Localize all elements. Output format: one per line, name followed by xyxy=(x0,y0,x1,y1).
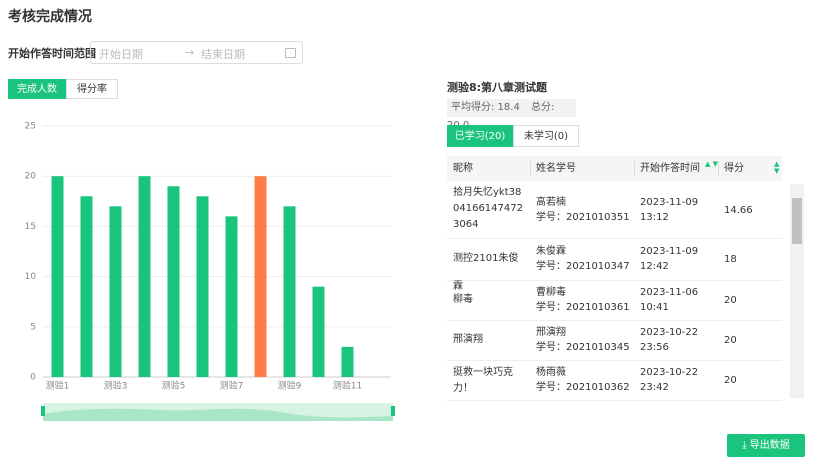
scrollbar[interactable] xyxy=(790,184,804,398)
student-name: 邢演翔 xyxy=(536,327,566,338)
student-id: 学号：2021010351 xyxy=(536,211,630,223)
y-tick-label: 15 xyxy=(25,222,36,232)
sort-icon[interactable]: ▲ ▼ xyxy=(774,160,780,175)
bar xyxy=(167,186,180,377)
bar xyxy=(254,176,267,377)
scroll-thumb[interactable] xyxy=(792,198,802,244)
start-time: 23:42 xyxy=(640,382,669,393)
nickname: 拾月失忆ykt38041661474723064 xyxy=(453,187,523,230)
x-tick-label: 测验7 xyxy=(220,380,244,392)
y-tick-label: 10 xyxy=(25,272,37,282)
y-tick-label: 20 xyxy=(25,172,37,182)
bar xyxy=(283,206,296,377)
bar xyxy=(138,176,151,377)
end-date[interactable]: 结束日期 xyxy=(201,48,245,61)
column-divider xyxy=(634,161,635,176)
score-summary: 平均得分: 18.4 总分: 20.0 xyxy=(447,99,576,131)
start-date: 2023-11-09 xyxy=(640,196,699,208)
export-label[interactable]: 导出数据 xyxy=(749,440,790,451)
table-row: 柳毒 曹柳毒学号：2021010361 2023-11-06 10:41 20 xyxy=(447,280,782,321)
start-date: 2023-11-06 xyxy=(640,287,699,298)
student-name: 朱俊霖 xyxy=(536,246,566,257)
avg-score: 平均得分: 18.4 xyxy=(451,102,520,113)
nickname: 柳毒 xyxy=(453,294,473,305)
date-range[interactable]: 开始日期 → 结束日期 xyxy=(90,41,303,64)
start-date[interactable]: 开始日期 xyxy=(99,48,143,61)
score: 20 xyxy=(724,295,737,306)
column-divider xyxy=(530,161,531,176)
table-row: 挺救一块巧克力！ 杨雨薇学号：2021010362 2023-10-22 23:42 2… xyxy=(447,360,782,401)
student-id: 学号：2021010345 xyxy=(536,342,630,353)
export-button[interactable]: ⤓ 导出数据 xyxy=(727,434,805,457)
student-name: 杨雨薇 xyxy=(536,367,566,378)
score: 14.66 xyxy=(724,204,753,216)
student-name: 高若楠 xyxy=(536,196,566,208)
bar xyxy=(196,196,209,377)
bar xyxy=(109,206,122,377)
nickname: 邢演翔 xyxy=(453,334,483,345)
page-title: 考核完成情况 xyxy=(8,9,92,25)
bar xyxy=(312,286,325,377)
bar xyxy=(51,176,64,377)
chart-tab[interactable]: 得分率 xyxy=(66,79,118,99)
zoom-handle[interactable] xyxy=(391,406,395,416)
bar xyxy=(341,346,354,377)
y-tick-label: 25 xyxy=(25,122,36,132)
x-tick-label: 测验3 xyxy=(104,380,128,392)
x-tick-label: 测验11 xyxy=(333,380,362,392)
nickname: 测控2101朱俊霖 xyxy=(453,253,519,292)
score: 20 xyxy=(724,375,737,386)
table-header: 昵称 姓名学号 开始作答时间 ▲ ▼ 得分 ▲ ▼ xyxy=(447,156,782,181)
filter-label: 开始作答时间范围 xyxy=(8,47,96,60)
student-id: 学号：2021010361 xyxy=(536,302,630,313)
x-tick-label: 测验5 xyxy=(162,380,186,392)
score: 18 xyxy=(724,254,737,265)
table-row: 拾月失忆ykt38041661474723064 高若楠学号：2021010351… xyxy=(447,181,782,239)
bar xyxy=(80,196,93,377)
zoom-preview xyxy=(43,408,393,421)
student-id: 学号：2021010362 xyxy=(536,382,630,393)
column-header[interactable]: 开始作答时间 xyxy=(640,163,700,174)
column-header: 姓名学号 xyxy=(536,163,576,174)
zoom-handle[interactable] xyxy=(41,406,45,416)
column-header[interactable]: 得分 xyxy=(724,163,744,174)
start-time: 13:12 xyxy=(640,211,669,223)
table-row: 测控2101朱俊霖 朱俊霖学号：2021010347 2023-11-09 12:42… xyxy=(447,238,782,292)
start-time: 12:42 xyxy=(640,261,669,272)
x-tick-label: 测验1 xyxy=(46,380,70,392)
chart-tab[interactable]: 完成人数 xyxy=(8,79,66,99)
table-row: 邢演翔 邢演翔 学号：2021010345 2023-10-22 23:56 20 xyxy=(447,320,782,361)
x-tick-label: 测验9 xyxy=(278,380,302,392)
start-date: 2023-11-09 xyxy=(640,246,699,257)
column-header: 昵称 xyxy=(453,163,473,174)
calendar-icon xyxy=(285,48,296,58)
start-date: 2023-10-22 xyxy=(640,327,699,338)
quiz-title: 测验8:第八章测试题 xyxy=(447,81,548,94)
y-tick-label: 0 xyxy=(30,373,36,383)
sort-icon[interactable]: ▲ ▼ xyxy=(705,160,718,168)
student-name: 曹柳毒 xyxy=(536,287,566,298)
start-time: 23:56 xyxy=(640,342,669,353)
chart: 0 5 10 15 20 25 测验1 测验3 测验5 测验7 测验9 测验11 xyxy=(25,122,395,421)
bar xyxy=(225,216,238,377)
score: 20 xyxy=(724,335,737,346)
y-tick-label: 5 xyxy=(30,322,36,332)
student-tab[interactable]: 未学习(0) xyxy=(513,125,579,147)
column-divider xyxy=(718,161,719,176)
student-id: 学号：2021010347 xyxy=(536,261,630,272)
range-arrow: → xyxy=(185,46,195,59)
student-tab[interactable]: 已学习(20) xyxy=(447,125,513,147)
start-date: 2023-10-22 xyxy=(640,367,699,378)
start-time: 10:41 xyxy=(640,302,669,313)
nickname: 挺救一块巧克力！ xyxy=(453,367,513,394)
